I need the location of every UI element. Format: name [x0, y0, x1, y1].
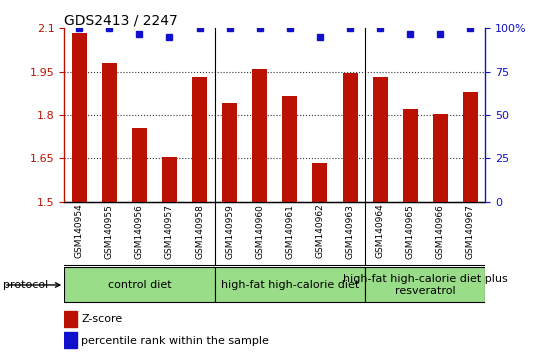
Text: GSM140967: GSM140967 [466, 204, 475, 258]
Text: high-fat high-calorie diet plus
resveratrol: high-fat high-calorie diet plus resverat… [343, 274, 508, 296]
Bar [252, 69, 267, 202]
Text: GSM140964: GSM140964 [376, 204, 384, 258]
Bar [71, 33, 86, 202]
Bar [132, 128, 147, 202]
Text: GSM140959: GSM140959 [225, 204, 234, 258]
Bar [403, 109, 418, 202]
Bar [222, 103, 237, 202]
Bar [64, 268, 215, 302]
Text: GSM140954: GSM140954 [75, 204, 84, 258]
Text: high-fat high-calorie diet: high-fat high-calorie diet [221, 280, 359, 290]
Bar [64, 311, 77, 327]
Bar [365, 268, 485, 302]
Text: GSM140957: GSM140957 [165, 204, 174, 258]
Bar [433, 114, 448, 202]
Text: control diet: control diet [108, 280, 171, 290]
Bar [102, 63, 117, 202]
Text: GDS2413 / 2247: GDS2413 / 2247 [64, 13, 178, 27]
Text: GSM140955: GSM140955 [105, 204, 114, 258]
Text: GSM140963: GSM140963 [345, 204, 354, 258]
Text: percentile rank within the sample: percentile rank within the sample [81, 336, 269, 346]
Bar [373, 78, 388, 202]
Text: GSM140960: GSM140960 [255, 204, 264, 258]
Text: GSM140962: GSM140962 [315, 204, 324, 258]
Text: GSM140956: GSM140956 [135, 204, 144, 258]
Bar [343, 73, 358, 202]
Text: protocol: protocol [3, 280, 48, 290]
Bar [463, 92, 478, 202]
Bar [215, 268, 365, 302]
Bar [312, 163, 328, 202]
Text: GSM140961: GSM140961 [285, 204, 295, 258]
Text: GSM140958: GSM140958 [195, 204, 204, 258]
Bar [64, 332, 77, 348]
Text: Z-score: Z-score [81, 314, 122, 325]
Bar [192, 78, 207, 202]
Bar [162, 157, 177, 202]
Bar [282, 96, 297, 202]
Text: GSM140966: GSM140966 [436, 204, 445, 258]
Text: GSM140965: GSM140965 [406, 204, 415, 258]
